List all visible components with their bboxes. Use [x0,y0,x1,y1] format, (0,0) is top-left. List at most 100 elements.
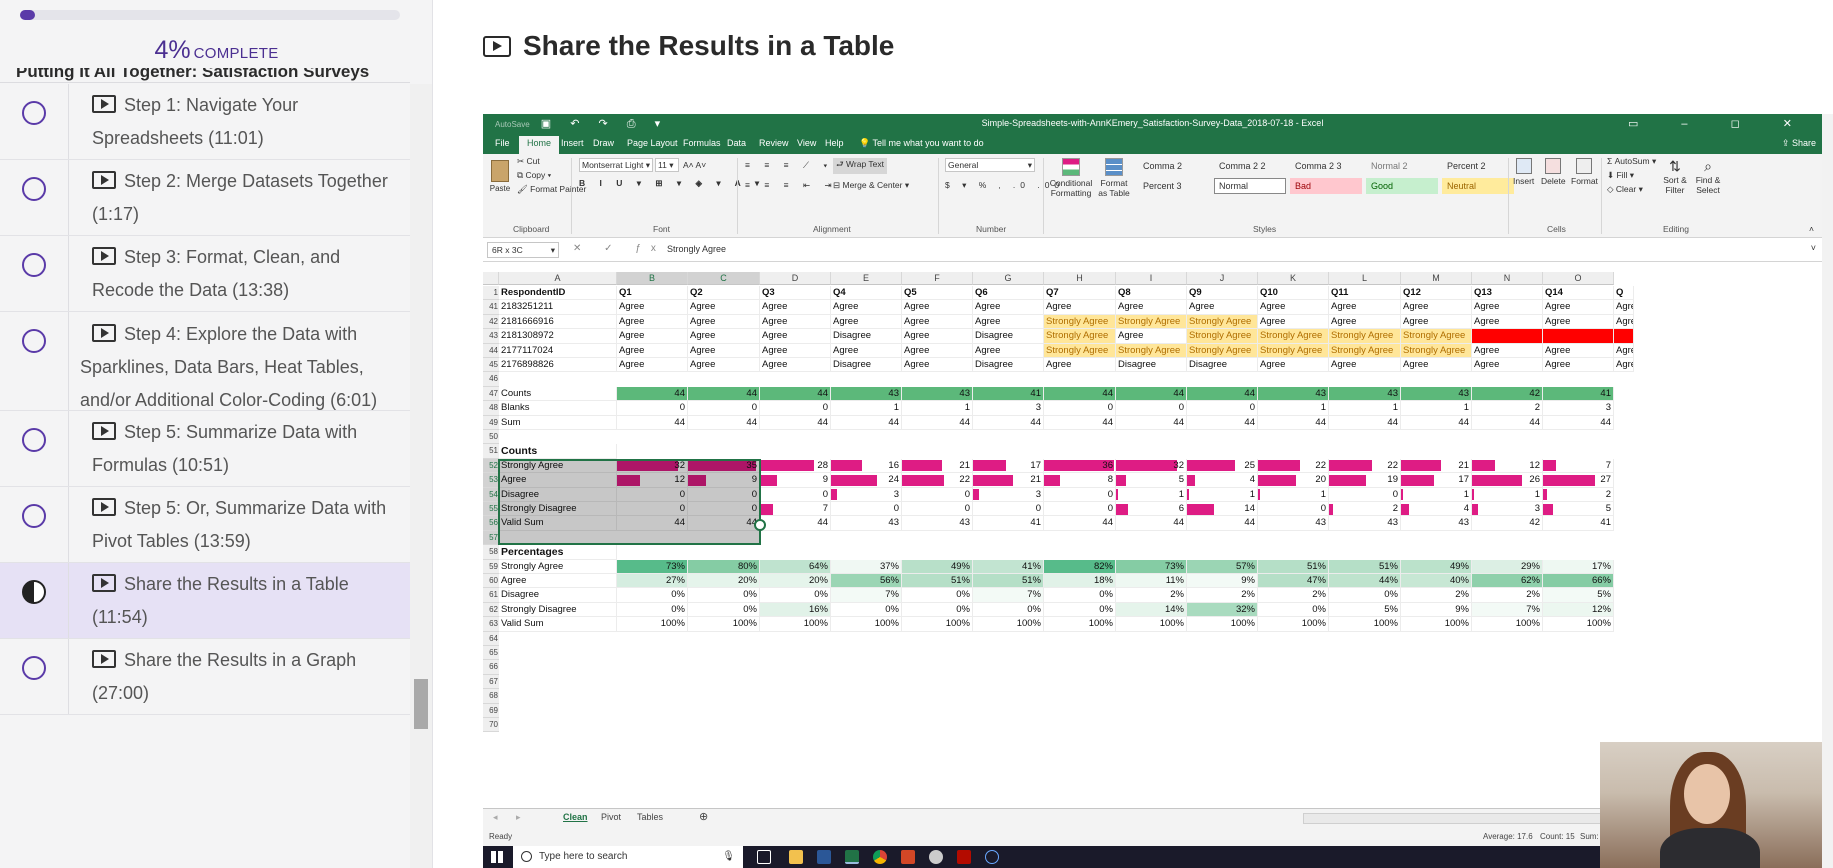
count-value-cell[interactable]: 12 [1472,458,1543,474]
count-value-cell[interactable]: 0 [688,502,760,517]
column-header-a[interactable]: A [499,272,617,285]
format-painter-button[interactable]: 🖌 Format Painter [517,184,586,195]
sheet-tab-clean[interactable]: Clean [563,812,588,822]
response-cell[interactable]: Agree [1401,314,1472,330]
delete-cells-button[interactable]: Delete [1541,158,1566,186]
count-value-cell[interactable]: 35 [688,458,760,474]
summary-value-cell[interactable]: 44 [1543,415,1614,430]
row-header[interactable]: 63 [483,617,499,632]
summary-value-cell[interactable]: 44 [688,415,760,430]
count-value-cell[interactable]: 14 [1187,502,1258,517]
number-buttons[interactable]: $ ▾ % ‚ .0 .00 [945,180,1065,190]
column-header-g[interactable]: G [973,272,1044,285]
summary-value-cell[interactable]: 3 [973,401,1044,416]
percent-value-cell[interactable]: 73% [617,559,688,574]
summary-value-cell[interactable]: 1 [1329,401,1401,416]
percent-value-cell[interactable]: 100% [973,617,1044,632]
respondent-id-cell[interactable]: 2181666916 [499,314,617,330]
response-cell[interactable]: Disagree [973,329,1044,344]
percent-value-cell[interactable]: 51% [973,574,1044,589]
autosave-label[interactable]: AutoSave [495,120,530,129]
row-header[interactable]: 67 [483,674,499,690]
format-cells-button[interactable]: Format [1571,158,1598,186]
percent-value-cell[interactable]: 100% [1472,617,1543,632]
response-cell[interactable]: Disagree [973,358,1044,373]
response-cell[interactable]: Agree [902,358,973,373]
summary-value-cell[interactable]: 44 [1044,415,1116,430]
response-cell[interactable]: Agre [1614,300,1634,315]
percent-value-cell[interactable]: 0% [760,588,831,603]
quick-access-toolbar[interactable]: AutoSave ▣ ↶ ↷ ⎙ ▾ [495,118,669,130]
count-value-cell[interactable]: 24 [831,473,902,488]
row-header[interactable]: 56 [483,516,499,531]
percent-value-cell[interactable]: 100% [617,617,688,632]
summary-value-cell[interactable]: 44 [902,415,973,430]
summary-value-cell[interactable]: 41 [1543,386,1614,402]
count-value-cell[interactable]: 2 [1329,502,1401,517]
column-title-cell[interactable]: Q11 [1329,286,1401,301]
percent-value-cell[interactable]: 17% [1543,559,1614,574]
percent-value-cell[interactable]: 0% [617,602,688,618]
count-value-cell[interactable]: 1 [1116,487,1187,502]
response-cell[interactable]: Agree [1116,329,1187,344]
count-label-cell[interactable]: Valid Sum [499,516,617,531]
row-header[interactable]: 54 [483,487,499,502]
response-cell[interactable]: Agree [1472,343,1543,358]
percent-value-cell[interactable]: 40% [1401,574,1472,589]
fill-button[interactable]: ⬇ Fill ▾ [1607,170,1634,180]
response-cell[interactable] [1614,329,1634,344]
summary-value-cell[interactable]: 3 [1543,401,1614,416]
fill-handle-cursor[interactable] [754,519,766,532]
percent-value-cell[interactable]: 37% [831,559,902,574]
style-comma-2-3[interactable]: Comma 2 3 [1290,158,1362,174]
column-title-cell[interactable]: Q14 [1543,286,1614,301]
summary-label-cell[interactable]: Counts [499,386,617,402]
response-cell[interactable]: Agree [688,314,760,330]
percent-value-cell[interactable]: 12% [1543,602,1614,618]
percent-value-cell[interactable]: 51% [1329,559,1401,574]
add-sheet-icon[interactable]: ⊕ [699,811,709,823]
percent-value-cell[interactable]: 62% [1472,574,1543,589]
response-cell[interactable]: Strongly Agree [1187,314,1258,330]
row-header[interactable]: 43 [483,329,499,344]
percent-value-cell[interactable]: 0% [617,588,688,603]
percent-value-cell[interactable]: 66% [1543,574,1614,589]
count-value-cell[interactable]: 3 [1472,502,1543,517]
summary-value-cell[interactable]: 42 [1472,386,1543,402]
column-title-cell[interactable]: Q8 [1116,286,1187,301]
conditional-formatting-button[interactable]: Conditional Formatting [1049,158,1093,198]
respondent-id-cell[interactable]: 2177117024 [499,343,617,358]
autosum-button[interactable]: Σ AutoSum ▾ [1607,156,1657,166]
copy-button[interactable]: ⧉ Copy ▾ [517,170,552,180]
percent-value-cell[interactable]: 100% [902,617,973,632]
window-controls[interactable]: ▭ – ◻ ✕ [1627,118,1812,130]
count-value-cell[interactable]: 3 [973,487,1044,502]
respondent-id-cell[interactable]: 2181308972 [499,329,617,344]
row-header[interactable]: 46 [483,372,499,387]
count-value-cell[interactable]: 41 [1543,516,1614,531]
count-value-cell[interactable]: 1 [1401,487,1472,502]
response-cell[interactable]: Strongly Agree [1044,343,1116,358]
row-header[interactable]: 42 [483,314,499,330]
count-value-cell[interactable]: 6 [1116,502,1187,517]
count-value-cell[interactable]: 0 [1258,502,1329,517]
file-explorer-icon[interactable] [789,850,803,864]
column-header-n[interactable]: N [1472,272,1543,285]
lesson-item[interactable]: Step 5: Summarize Data with Formulas (10… [0,411,410,487]
summary-value-cell[interactable]: 0 [688,401,760,416]
percent-value-cell[interactable]: 100% [1329,617,1401,632]
row-header[interactable]: 68 [483,689,499,704]
response-cell[interactable]: Agree [902,343,973,358]
percent-value-cell[interactable]: 100% [760,617,831,632]
column-header-o[interactable]: O [1543,272,1614,285]
response-cell[interactable]: Agre [1614,343,1634,358]
count-value-cell[interactable]: 12 [617,473,688,488]
row-header[interactable]: 48 [483,401,499,416]
percent-value-cell[interactable]: 100% [1044,617,1116,632]
percent-value-cell[interactable]: 80% [688,559,760,574]
percent-value-cell[interactable]: 9% [1401,602,1472,618]
lesson-item[interactable]: Step 3: Format, Clean, and Recode the Da… [0,236,410,312]
count-value-cell[interactable]: 17 [1401,473,1472,488]
ribbon-tab-view[interactable]: View [797,138,817,148]
summary-value-cell[interactable]: 43 [831,386,902,402]
